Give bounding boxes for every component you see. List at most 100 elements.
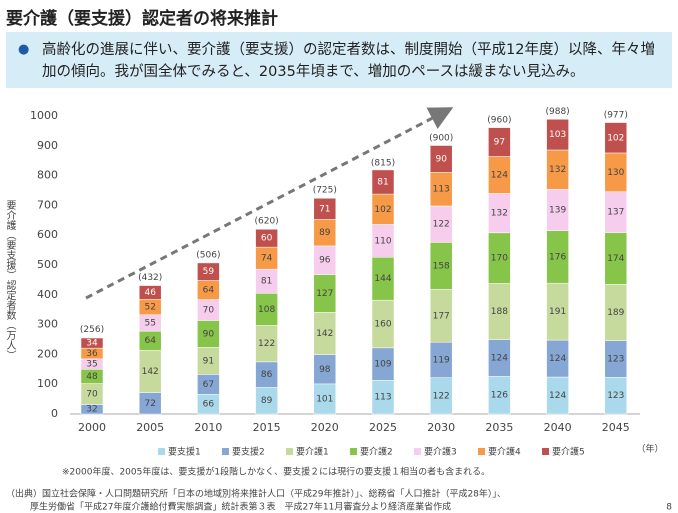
total-label: (900) [429,133,453,143]
total-label: (988) [545,107,569,117]
legend-label: 要介護2 [360,446,393,458]
bar-segment [429,145,453,173]
value-label: 96 [319,256,331,266]
y-tick-label: 0 [51,407,58,420]
legend-label: 要介護5 [552,446,585,458]
value-label: 72 [144,399,155,409]
total-label: (960) [487,115,511,125]
value-label: 89 [319,228,331,238]
value-label: 177 [433,311,450,321]
title: 要介護（要支援）認定者の将来推計 [6,9,278,29]
total-label: (506) [196,251,220,261]
value-label: 122 [258,339,275,349]
legend-swatch [286,448,293,455]
value-label: 110 [374,236,391,246]
value-label: 52 [144,303,155,313]
source: （出典）国立社会保障・人口問題研究所「日本の地域別将来推計人口（平成29年推計）… [6,488,506,500]
bar-segment [313,197,337,220]
value-label: 127 [316,289,333,299]
legend-label: 要支援1 [168,446,201,458]
value-label: 34 [86,339,98,349]
total-label: (815) [371,159,395,169]
value-label: 66 [203,400,215,410]
total-label: (432) [138,273,162,283]
value-label: 102 [607,133,624,143]
value-label: 60 [261,234,273,244]
value-label: 35 [86,360,97,370]
total-label: (620) [254,217,278,227]
x-tick-label: 2025 [369,421,397,434]
value-label: 189 [607,308,624,318]
value-label: 130 [607,168,624,178]
value-label: 67 [203,380,214,390]
value-label: 74 [261,254,273,264]
legend-label: 要介護4 [488,446,521,458]
bullet-box: 高齢化の進展に伴い、要介護（要支援）の認定者数は、制度開始（平成12年度）以降、… [6,32,672,88]
y-tick-label: 600 [37,228,58,241]
value-label: 102 [374,205,391,215]
legend-swatch [542,448,549,455]
value-label: 103 [549,130,566,140]
bar-segment [255,228,278,248]
y-tick-label: 300 [37,318,58,331]
value-label: 71 [319,204,330,214]
bar-segment [371,169,395,195]
x-unit: （年） [636,443,663,455]
value-label: 124 [491,353,508,363]
value-label: 158 [433,261,450,271]
legend-swatch [414,448,421,455]
value-label: 142 [142,367,159,377]
value-label: 64 [144,336,156,346]
value-label: 81 [261,277,272,287]
x-tick-label: 2000 [78,421,106,434]
value-label: 124 [549,391,566,401]
value-label: 132 [549,165,566,175]
value-label: 46 [144,288,156,298]
y-tick-label: 400 [37,288,58,301]
value-label: 119 [433,355,450,365]
value-label: 122 [433,391,450,401]
value-label: 123 [607,391,624,401]
value-label: 32 [86,405,97,415]
value-label: 89 [261,396,273,406]
bar-segment [138,285,162,300]
legend-swatch [222,448,229,455]
y-axis-label: 要介護（要支援）認定者数（万人） [4,200,16,360]
value-label: 91 [203,356,214,366]
total-label: (977) [604,110,628,120]
value-label: 48 [86,372,98,382]
legend-label: 要介護3 [424,446,457,458]
x-tick-label: 2005 [136,421,164,434]
value-label: 124 [491,171,508,181]
value-label: 86 [261,370,273,380]
value-label: 109 [374,360,391,370]
value-label: 81 [377,178,388,188]
x-tick-label: 2045 [602,421,630,434]
x-tick-label: 2010 [194,421,222,434]
y-tick-label: 500 [37,258,58,271]
value-label: 36 [86,349,98,359]
value-label: 137 [607,208,624,218]
bar-segment [604,122,628,154]
value-label: 188 [491,307,508,317]
legend-swatch [478,448,485,455]
trend-arrow [85,107,454,300]
x-tick-label: 2035 [485,421,513,434]
total-label: (256) [80,325,104,335]
value-label: 90 [203,329,215,339]
bar-segment [197,262,220,281]
x-tick-label: 2040 [544,421,572,434]
legend-label: 要介護1 [296,446,329,458]
value-label: 101 [316,394,333,404]
legend-swatch [158,448,165,455]
legend-swatch [350,448,357,455]
y-tick-label: 900 [37,139,58,152]
y-tick-label: 200 [37,347,58,360]
value-label: 70 [203,305,215,315]
value-label: 123 [607,355,624,365]
y-tick-label: 100 [37,377,58,390]
x-tick-label: 2030 [427,421,455,434]
x-tick-label: 2015 [253,421,281,434]
